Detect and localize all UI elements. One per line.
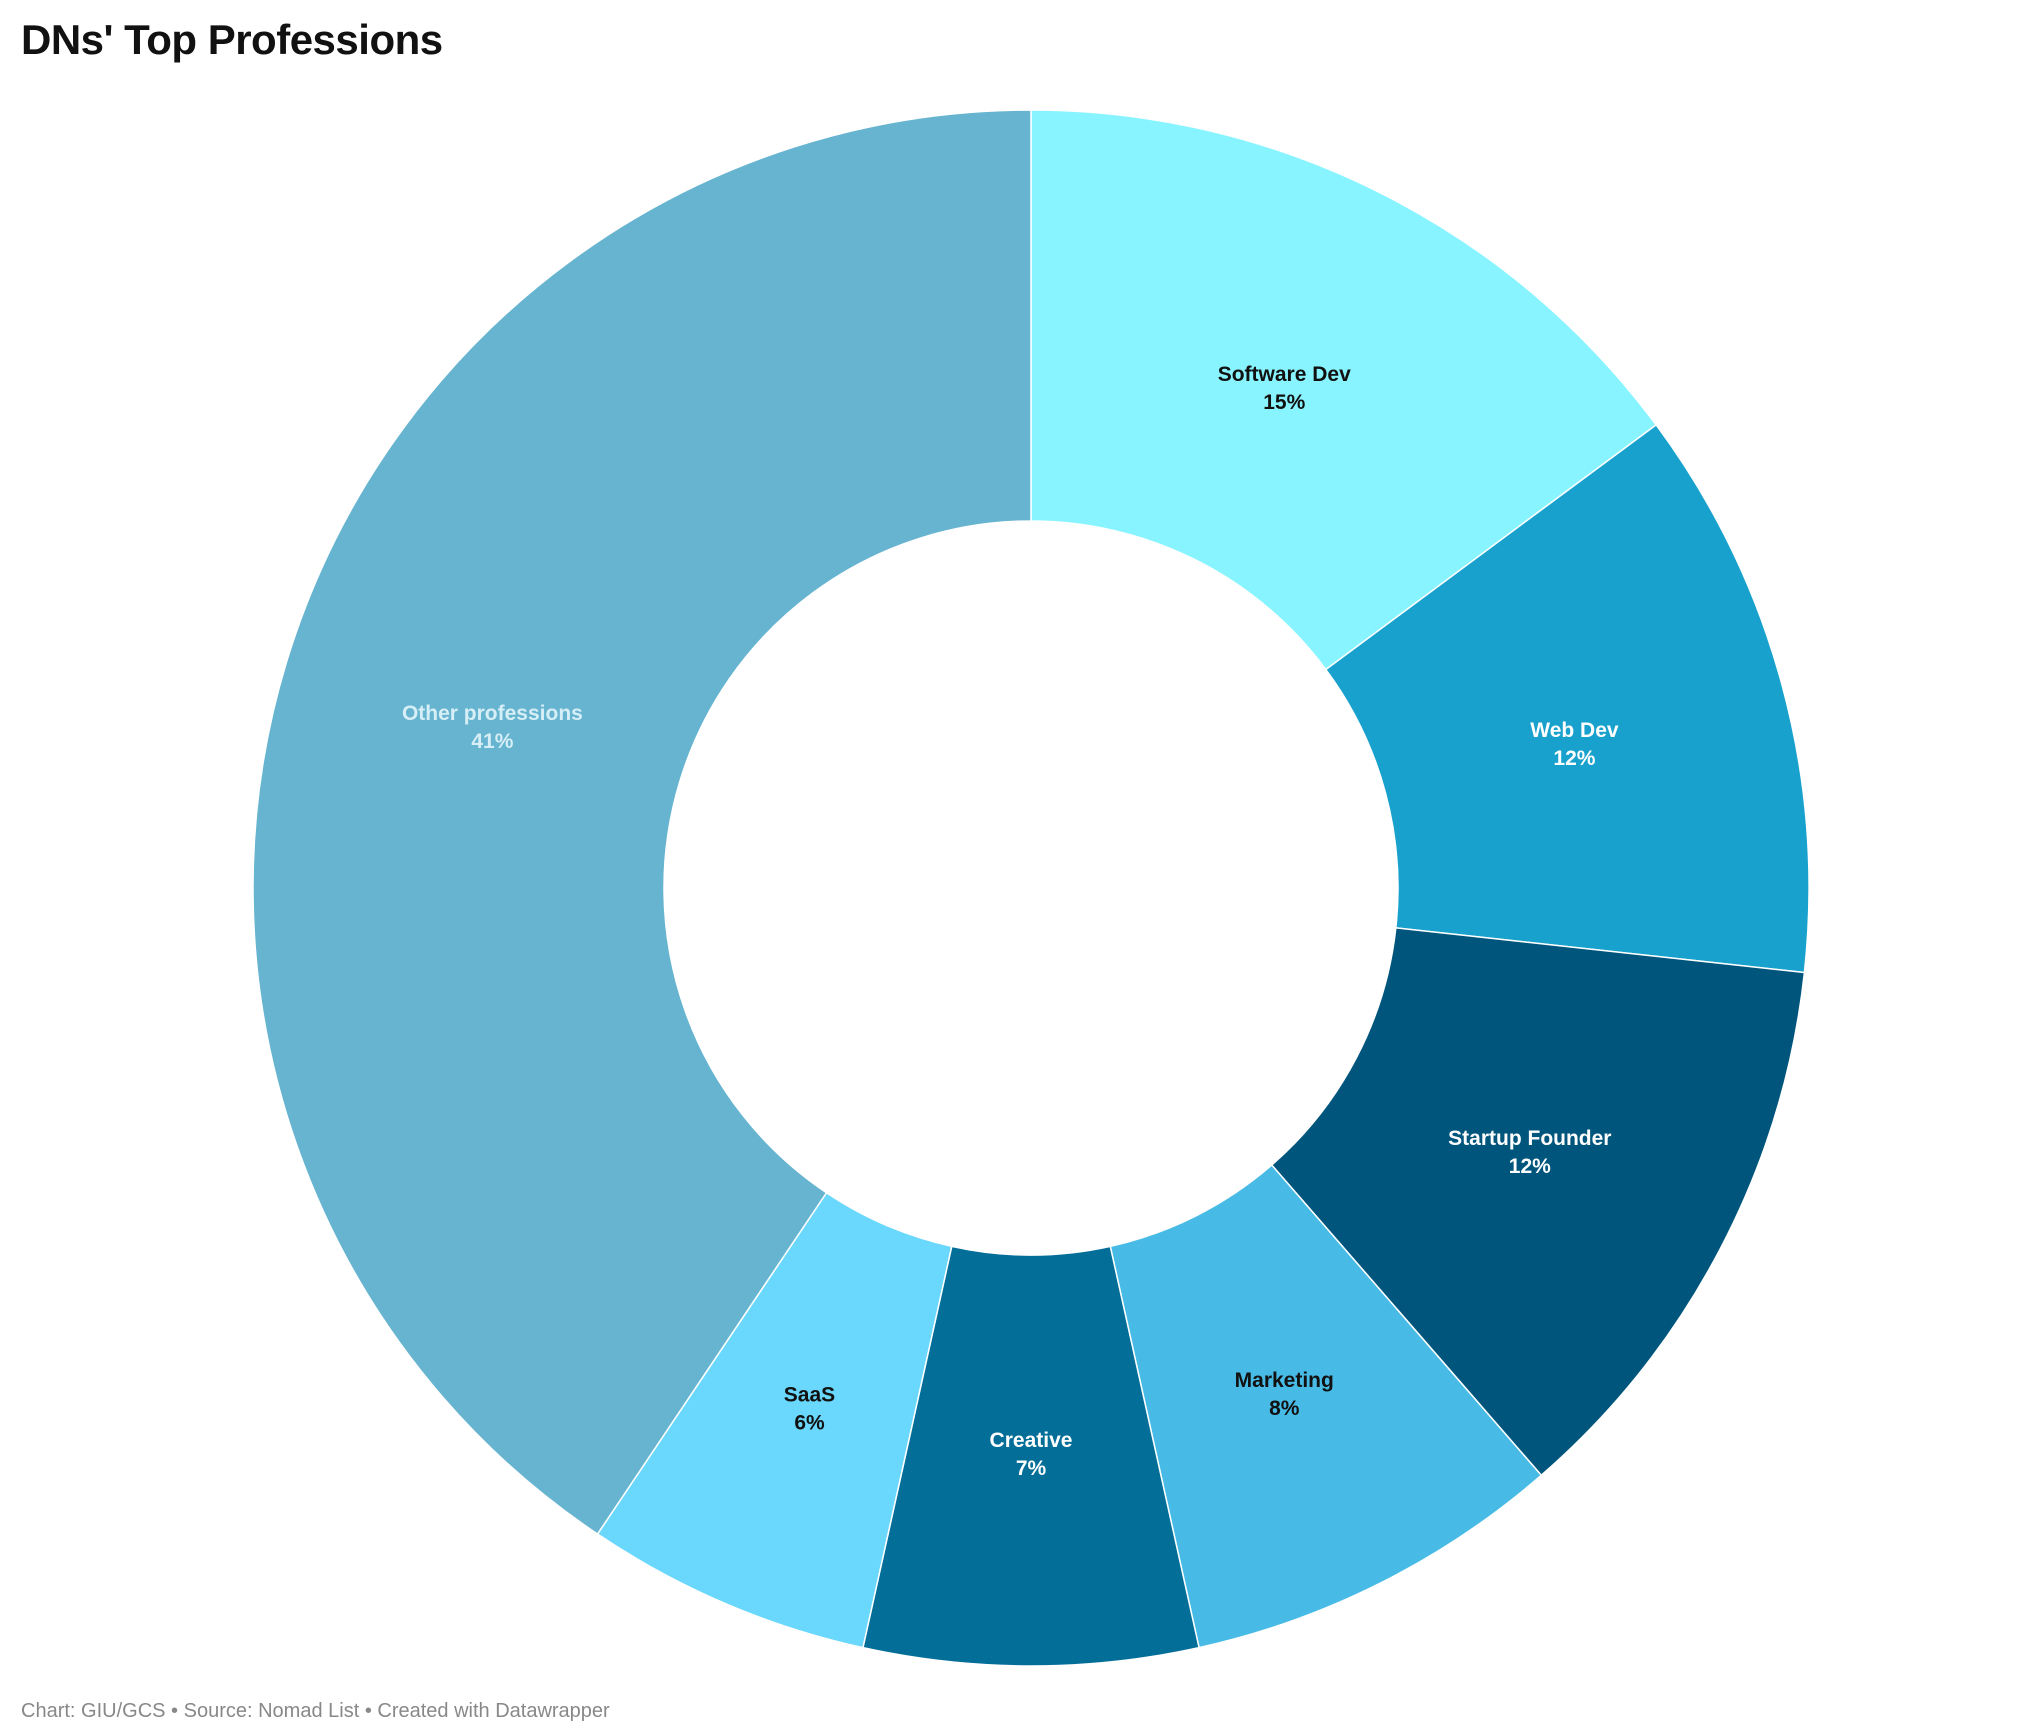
footer-chart-credit: Chart: GIU/GCS [21,1700,166,1722]
slice-label-saas: SaaS [784,1384,835,1407]
slice-label-software-dev: Software Dev [1218,363,1351,386]
slice-value-software-dev: 15% [1263,391,1305,414]
slice-value-startup-founder: 12% [1509,1155,1551,1178]
slice-label-startup-founder: Startup Founder [1448,1127,1611,1150]
footer-separator: • [171,1700,184,1722]
slice-marketing[interactable] [1109,1163,1543,1649]
footer-source: Source: Nomad List [183,1700,360,1722]
slice-label-web-dev: Web Dev [1530,719,1619,742]
slice-value-other-professions: 41% [471,730,513,753]
footer-created-with: Created with Datawrapper [377,1700,610,1722]
slice-web-dev[interactable] [1324,423,1810,974]
slice-value-marketing: 8% [1269,1397,1300,1420]
slice-label-other-professions: Other professions [402,702,583,725]
labels-group: Software Dev 15% Web Dev 12% Startup Founder… [402,363,1619,1480]
slices-group [252,109,1810,1667]
slice-label-marketing: Marketing [1235,1369,1334,1392]
chart-footer: Chart: GIU/GCS • Source: Nomad List • Cr… [21,1700,610,1723]
slice-other-professions[interactable] [252,109,1032,1536]
slice-startup-founder[interactable] [1270,927,1806,1477]
slice-value-saas: 6% [794,1412,825,1435]
footer-separator: • [364,1700,378,1722]
slice-value-web-dev: 12% [1553,747,1595,770]
slice-label-creative: Creative [990,1429,1073,1452]
chart-title: DNs' Top Professions [21,16,443,63]
slice-software-dev[interactable] [1030,109,1658,671]
slice-value-creative: 7% [1016,1457,1047,1480]
